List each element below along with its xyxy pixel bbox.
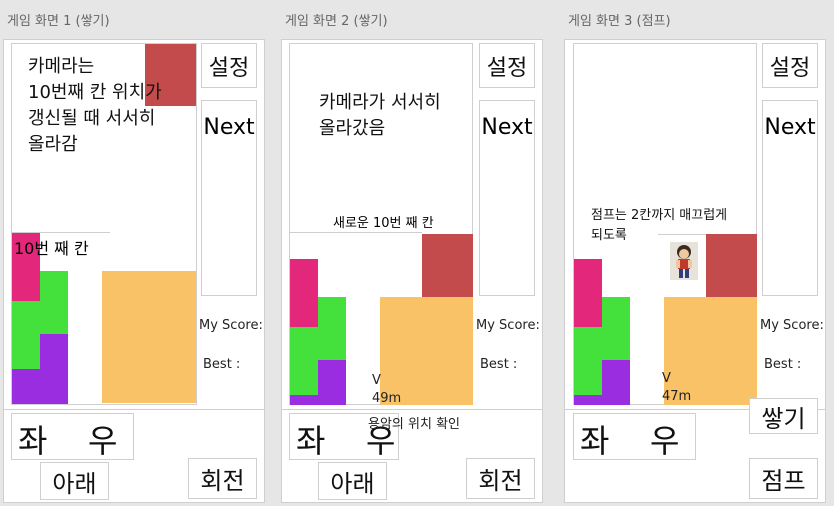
right-button[interactable]: 우 (650, 422, 680, 460)
controls-divider (281, 409, 543, 410)
next-piece-box: Next (762, 100, 818, 296)
row-label: 10번 째 칸 (14, 239, 89, 258)
height-value: 47m (662, 389, 692, 404)
left-right-pad: 좌 우 (11, 413, 134, 460)
block-magenta (290, 259, 318, 327)
block-purple (574, 395, 602, 405)
character-icon (670, 242, 698, 280)
block-purple (602, 360, 630, 405)
row-label: 새로운 10번 째 칸 (333, 216, 434, 231)
block-green (40, 271, 68, 334)
falling-block-red (145, 44, 196, 106)
row-line (658, 234, 706, 235)
left-right-pad: 좌 우 (289, 413, 399, 460)
settings-button[interactable]: 설정 (762, 43, 818, 88)
controls-divider (3, 409, 265, 410)
block-magenta (12, 233, 40, 301)
best-label: Best : (764, 357, 802, 372)
block-magenta (574, 259, 602, 327)
screen-2-title: 게임 화면 2 (쌓기) (285, 14, 388, 29)
next-piece-box: Next (201, 100, 257, 296)
block-orange (102, 271, 196, 403)
block-purple (40, 334, 68, 404)
screen-3-game-field: 점프는 2칸까지 매끄럽게 되도록 V 47m (573, 43, 757, 405)
block-green (12, 301, 40, 369)
my-score-label: My Score: (760, 318, 824, 333)
row-line (290, 232, 422, 233)
best-label: Best : (203, 357, 241, 372)
block-orange (664, 297, 757, 405)
screen-1-game-field: 카메라는 10번째 칸 위치가 갱신될 때 서서히 올라감 10번 째 칸 (11, 43, 197, 405)
next-piece-box: Next (479, 100, 535, 296)
rotate-button[interactable]: 회전 (466, 458, 535, 499)
block-purple (290, 395, 318, 405)
block-green (574, 327, 602, 395)
jump-button[interactable]: 점프 (749, 458, 818, 499)
block-purple (318, 360, 346, 405)
lava-caption: 용암의 위치 확인 (368, 417, 460, 432)
down-button[interactable]: 아래 (318, 462, 387, 500)
my-score-label: My Score: (476, 318, 540, 333)
block-green (602, 297, 630, 360)
block-red (422, 234, 473, 297)
left-button[interactable]: 좌 (296, 422, 326, 460)
block-green (290, 327, 318, 395)
my-score-label: My Score: (199, 318, 263, 333)
right-button[interactable]: 우 (366, 422, 396, 460)
camera-note: 카메라가 서서히 올라갔음 (319, 92, 441, 139)
height-value: 49m (372, 391, 402, 406)
next-label: Next (481, 115, 533, 140)
screen-1-title: 게임 화면 1 (쌓기) (7, 14, 110, 29)
block-red (706, 234, 757, 297)
row-line (12, 232, 110, 233)
screen-3-title: 게임 화면 3 (점프) (568, 14, 671, 29)
best-label: Best : (480, 357, 518, 372)
next-label: Next (203, 115, 255, 140)
left-button[interactable]: 좌 (18, 422, 48, 460)
block-orange (380, 297, 473, 405)
height-marker: V (662, 371, 671, 386)
controls-divider (564, 409, 826, 410)
right-button[interactable]: 우 (88, 422, 118, 460)
settings-button[interactable]: 설정 (479, 43, 535, 88)
settings-button[interactable]: 설정 (201, 43, 257, 88)
block-purple (12, 369, 40, 404)
jump-note: 점프는 2칸까지 매끄럽게 되도록 (591, 208, 728, 243)
next-label: Next (764, 115, 816, 140)
height-marker: V (372, 373, 381, 388)
left-button[interactable]: 좌 (580, 422, 610, 460)
rotate-button[interactable]: 회전 (188, 458, 257, 499)
down-button[interactable]: 아래 (40, 462, 109, 500)
stack-button[interactable]: 쌓기 (749, 398, 818, 434)
left-right-pad: 좌 우 (573, 413, 696, 460)
camera-note: 카메라는 10번째 칸 위치가 갱신될 때 서서히 올라감 (28, 56, 162, 155)
screen-2-game-field: 카메라가 서서히 올라갔음 새로운 10번 째 칸 V 49m (289, 43, 473, 406)
block-green (318, 297, 346, 360)
